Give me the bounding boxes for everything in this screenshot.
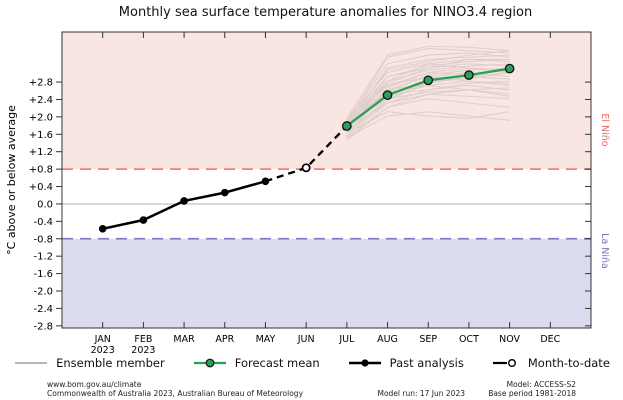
y-tick-label: -2.4 xyxy=(33,304,53,315)
y-tick-label: +2.8 xyxy=(29,78,53,89)
x-tick-label: NOV xyxy=(499,334,520,345)
ensemble-lines xyxy=(346,45,510,141)
x-tick-label: MAY xyxy=(256,334,276,345)
x-tick-label: JUN xyxy=(297,334,315,345)
y-tick-label: +2.4 xyxy=(29,95,53,106)
legend-item-past: Past analysis xyxy=(347,356,464,370)
y-tick-label: -2.8 xyxy=(33,321,53,332)
x-tick-label: JAN xyxy=(94,334,111,345)
past-analysis-line xyxy=(102,180,266,231)
legend-label-ensemble: Ensemble member xyxy=(56,356,165,370)
footer-base-period: Base period 1981-2018 xyxy=(488,389,576,398)
page-title: Monthly sea surface temperature anomalie… xyxy=(118,5,533,20)
legend-item-forecast: Forecast mean xyxy=(192,356,320,370)
la-nina-label: La Niña xyxy=(599,233,610,269)
legend-label-past: Past analysis xyxy=(389,356,464,370)
y-tick-label: +1.6 xyxy=(29,130,53,141)
x-tick-year-label: 2023 xyxy=(91,345,115,354)
axis-frame xyxy=(61,31,592,329)
y-tick-label: -0.4 xyxy=(33,217,53,228)
x-tick-year-label: 2023 xyxy=(131,345,155,354)
footer-model: Model: ACCESS-S2 xyxy=(506,380,576,389)
legend-label-mtd: Month-to-date xyxy=(527,356,610,370)
x-tick-label: OCT xyxy=(459,334,479,345)
y-tick-label: +0.4 xyxy=(29,182,53,193)
legend-label-forecast: Forecast mean xyxy=(234,356,320,370)
ensemble-member-swatch-icon xyxy=(15,362,48,364)
past-analysis-swatch-icon xyxy=(348,359,381,367)
la-nina-region xyxy=(62,238,591,328)
footer-copyright: Commonwealth of Australia 2023, Australi… xyxy=(47,389,304,398)
forecast-mean-swatch-icon xyxy=(193,358,226,368)
chart-legend: Ensemble member Forecast mean Past analy… xyxy=(0,356,623,370)
y-tick-label: +1.2 xyxy=(29,147,53,158)
y-tick-label: -2.0 xyxy=(33,287,53,298)
y-tick-label: 0.0 xyxy=(37,199,53,210)
legend-item-mtd: Month-to-date xyxy=(491,356,610,370)
y-tick-label: -1.6 xyxy=(33,269,53,280)
footer-model-run: Model run: 17 Jun 2023 xyxy=(377,389,465,398)
month-to-date-swatch-icon xyxy=(492,359,516,367)
x-tick-label: APR xyxy=(215,334,234,345)
el-nino-label: El Niño xyxy=(599,113,610,146)
y-tick-label: -1.2 xyxy=(33,252,53,263)
el-nino-region xyxy=(62,32,591,170)
y-tick-label: +0.8 xyxy=(29,165,53,176)
forecast-mean-markers xyxy=(341,63,515,131)
x-tick-label: SEP xyxy=(419,334,437,345)
x-tick-label: DEC xyxy=(540,334,560,345)
y-tick-label: -0.8 xyxy=(33,234,53,245)
past-analysis-markers xyxy=(98,177,270,233)
x-tick-label: MAR xyxy=(173,334,195,345)
x-tick-label: AUG xyxy=(377,334,398,345)
y-tick-label: +2.0 xyxy=(29,112,53,123)
y-axis-ticks: +2.8 +2.4 +2.0 +1.6 +1.2 +0.8 +0.4 0.0 -0.4 -0.8 -… xyxy=(29,78,591,332)
footer-site-url: www.bom.gov.au/climate xyxy=(47,380,142,389)
y-axis-title: °C above or below average xyxy=(5,105,18,255)
x-tick-label: FEB xyxy=(134,334,152,345)
sst-anomaly-chart: +2.8 +2.4 +2.0 +1.6 +1.2 +0.8 +0.4 0.0 -0.4 -0.8 -… xyxy=(5,31,610,354)
x-tick-label: JUL xyxy=(338,334,355,345)
month-to-date-marker xyxy=(301,163,311,173)
legend-item-ensemble: Ensemble member xyxy=(13,356,165,370)
